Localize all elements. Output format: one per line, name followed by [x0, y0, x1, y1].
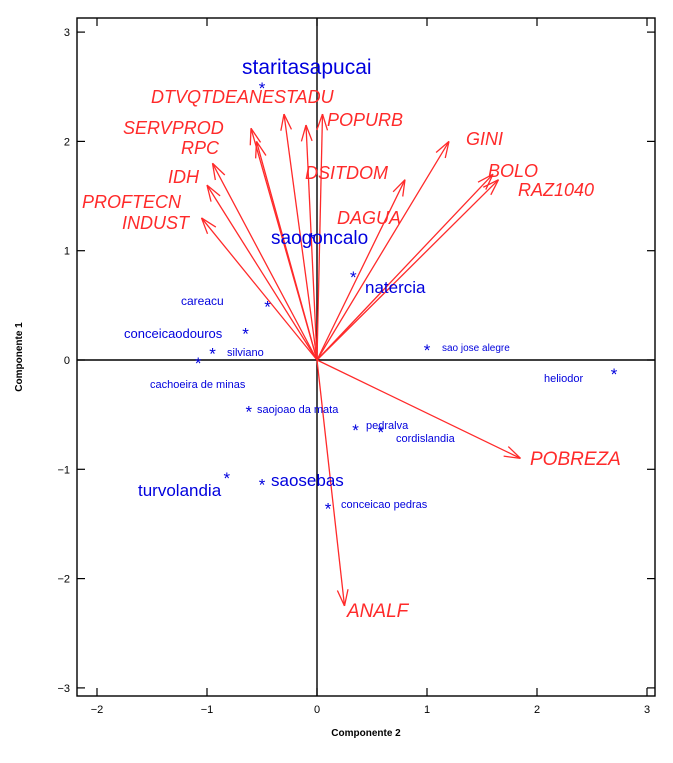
observation-points: * * * * * * * * * * * * * * * [195, 79, 618, 519]
arrow-dagua [316, 179, 406, 361]
var-label-bolo: BOLO [488, 161, 538, 181]
obs-label-cachoeira: cachoeira de minas [150, 379, 246, 391]
arrow-raz1040 [316, 179, 500, 361]
point-saogoncalo: * [308, 230, 315, 249]
arrow-bolo [316, 173, 494, 361]
point-heliodor: * [611, 365, 618, 384]
x-tick-label: 2 [534, 704, 540, 716]
obs-label-cordislandia: cordislandia [396, 433, 456, 445]
var-label-pobreza: POBREZA [530, 449, 621, 470]
arrow-pobreza [316, 359, 521, 460]
arrow-dsitdom [300, 124, 318, 361]
var-label-analf: ANALF [346, 601, 410, 622]
y-tick-label: 1 [64, 246, 70, 258]
arrow-proftecn [206, 184, 318, 361]
x-tick-label: −2 [91, 704, 104, 716]
point-staritasapucai: * [259, 79, 266, 98]
arrow-rpc [255, 141, 318, 361]
axis-ticks: −2 −1 0 1 2 3 −3 −2 −1 0 1 2 3 [57, 18, 655, 716]
obs-label-pedralva: pedralva [366, 420, 409, 432]
var-label-popurb: POPURB [327, 110, 403, 130]
y-tick-label: −1 [57, 464, 70, 476]
var-label-dtvqtdeanestadu: DTVQTDEANESTADU [151, 87, 335, 107]
point-careacu: * [264, 297, 271, 316]
obs-label-staritasapucai: staritasapucai [242, 56, 372, 79]
obs-label-silviano: silviano [227, 347, 264, 359]
point-cachoeira-de-minas: * [195, 354, 202, 373]
y-tick-label: 2 [64, 136, 70, 148]
obs-label-saojosealegre: sao jose alegre [442, 343, 510, 354]
var-label-gini: GINI [466, 129, 503, 149]
point-cordislandia: * [377, 423, 384, 442]
point-conceicaodosouros: * [242, 325, 249, 344]
arrow-gini [316, 140, 450, 361]
point-conceicao-pedras: * [325, 500, 332, 519]
obs-label-conceicaopedras: conceicao pedras [341, 499, 428, 511]
var-label-proftecn: PROFTECN [82, 192, 182, 212]
x-axis-title: Componente 2 [331, 728, 401, 739]
variable-arrows [200, 113, 521, 607]
point-saojoao-da-mata: * [245, 402, 252, 421]
point-pedralva: * [352, 421, 359, 440]
x-tick-label: 3 [644, 704, 650, 716]
obs-label-saojoaodamata: saojoao da mata [257, 404, 339, 416]
var-label-dagua: DAGUA [337, 208, 401, 228]
arrow-analf [316, 359, 349, 607]
y-tick-label: −2 [57, 574, 70, 586]
point-natercia: * [350, 268, 357, 287]
var-label-indust: INDUST [122, 213, 191, 233]
x-tick-label: 0 [314, 704, 320, 716]
y-tick-label: 3 [64, 27, 70, 39]
obs-label-heliodor: heliodor [544, 373, 583, 385]
point-turvolandia: * [223, 469, 230, 488]
point-sao-jose-alegre: * [424, 341, 431, 360]
obs-label-turvolandia: turvolandia [138, 481, 222, 500]
plot-frame [76, 17, 656, 697]
var-label-servprod: SERVPROD [123, 118, 224, 138]
obs-label-natercia: natercia [365, 278, 426, 297]
arrow-idh [211, 162, 318, 361]
obs-label-careacu: careacu [181, 294, 224, 308]
var-label-dsitdom: DSITDOM [305, 163, 388, 183]
arrow-popurb [316, 113, 329, 361]
obs-label-conceicaodosouros: conceicaodouros [124, 326, 223, 341]
x-tick-label: −1 [201, 704, 214, 716]
y-tick-label: −3 [57, 683, 70, 695]
obs-label-saogoncalo: saogoncalo [271, 228, 368, 249]
point-silviano: * [209, 344, 216, 363]
arrow-indust [200, 217, 318, 361]
x-tick-label: 1 [424, 704, 430, 716]
obs-label-saosebas: saosebas [271, 471, 344, 490]
y-axis-title: Componente 1 [14, 322, 25, 392]
y-tick-label: 0 [64, 355, 70, 367]
var-label-idh: IDH [168, 167, 200, 187]
arrow-dtvqtdeanestadu [280, 113, 318, 361]
point-saosebas: * [259, 476, 266, 495]
var-label-rpc: RPC [181, 138, 220, 158]
var-label-raz1040: RAZ1040 [518, 180, 594, 200]
